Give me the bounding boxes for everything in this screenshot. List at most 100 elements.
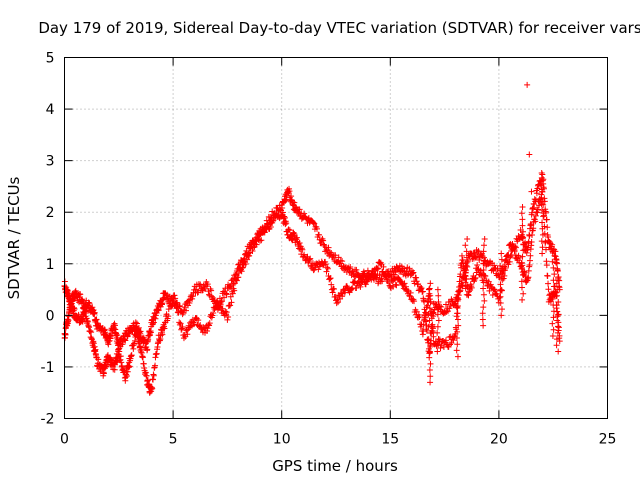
data-point bbox=[497, 262, 504, 269]
data-point bbox=[263, 224, 270, 231]
data-point bbox=[137, 328, 144, 335]
data-point bbox=[113, 358, 120, 365]
data-point bbox=[128, 352, 135, 359]
data-point bbox=[480, 291, 487, 298]
data-point bbox=[453, 335, 460, 342]
data-point bbox=[313, 225, 320, 232]
data-point bbox=[442, 337, 449, 344]
data-point bbox=[333, 300, 340, 307]
data-point bbox=[486, 287, 493, 294]
data-point bbox=[538, 200, 545, 207]
data-point bbox=[420, 328, 427, 335]
data-point bbox=[413, 278, 420, 285]
data-point bbox=[227, 302, 234, 309]
data-point bbox=[377, 260, 384, 267]
data-point bbox=[374, 266, 381, 273]
data-point bbox=[392, 269, 399, 276]
data-point bbox=[258, 237, 265, 244]
data-point bbox=[410, 269, 417, 276]
data-point bbox=[518, 210, 525, 217]
data-point bbox=[347, 263, 354, 270]
data-point bbox=[101, 326, 108, 333]
data-point bbox=[197, 322, 204, 329]
data-point bbox=[225, 302, 232, 309]
data-point bbox=[216, 304, 223, 311]
data-point bbox=[505, 251, 512, 258]
data-point bbox=[554, 329, 561, 336]
data-point bbox=[516, 254, 523, 261]
data-point bbox=[453, 347, 460, 354]
data-point bbox=[434, 348, 441, 355]
data-point bbox=[543, 246, 550, 253]
data-point bbox=[393, 282, 400, 289]
data-point bbox=[204, 327, 211, 334]
data-point bbox=[435, 342, 442, 349]
data-point bbox=[139, 354, 146, 361]
data-point bbox=[470, 278, 477, 285]
data-point bbox=[150, 376, 157, 383]
data-point bbox=[413, 274, 420, 281]
data-point bbox=[454, 353, 461, 360]
data-point bbox=[443, 308, 450, 315]
data-point bbox=[179, 311, 186, 318]
data-point bbox=[480, 260, 487, 267]
data-point bbox=[217, 301, 224, 308]
data-point bbox=[475, 248, 482, 255]
data-point bbox=[236, 264, 243, 271]
data-point bbox=[89, 304, 96, 311]
data-point bbox=[538, 238, 545, 245]
data-point bbox=[315, 266, 322, 273]
data-point bbox=[189, 295, 196, 302]
data-point bbox=[231, 280, 238, 287]
data-point bbox=[382, 270, 389, 277]
data-point bbox=[166, 302, 173, 309]
data-point bbox=[550, 302, 557, 309]
data-point bbox=[498, 250, 505, 257]
data-point bbox=[247, 245, 254, 252]
data-point bbox=[498, 306, 505, 313]
data-point bbox=[534, 185, 541, 192]
data-point bbox=[211, 305, 218, 312]
data-point bbox=[306, 256, 313, 263]
data-point bbox=[213, 299, 220, 306]
data-point bbox=[454, 303, 461, 310]
data-point bbox=[376, 272, 383, 279]
data-point bbox=[543, 216, 550, 223]
data-point bbox=[481, 254, 488, 261]
data-point bbox=[427, 329, 434, 336]
data-point bbox=[171, 292, 178, 299]
data-point bbox=[219, 305, 226, 312]
data-point bbox=[432, 301, 439, 308]
data-point bbox=[267, 214, 274, 221]
data-point bbox=[323, 268, 330, 275]
data-point bbox=[235, 261, 242, 268]
data-point bbox=[462, 285, 469, 292]
data-point bbox=[320, 262, 327, 269]
data-point bbox=[172, 295, 179, 302]
data-point bbox=[462, 260, 469, 267]
y-tick-label: -2 bbox=[41, 412, 55, 428]
data-point bbox=[147, 329, 154, 336]
data-point bbox=[229, 290, 236, 297]
data-point bbox=[195, 317, 202, 324]
data-point bbox=[481, 236, 488, 243]
data-point bbox=[291, 199, 298, 206]
data-point bbox=[253, 241, 260, 248]
data-point bbox=[526, 151, 533, 158]
data-point bbox=[502, 265, 509, 272]
data-point bbox=[549, 241, 556, 248]
data-point bbox=[447, 302, 454, 309]
data-point bbox=[554, 311, 561, 318]
data-point bbox=[532, 218, 539, 225]
data-point bbox=[550, 277, 557, 284]
y-tick-label: 1 bbox=[46, 257, 55, 273]
data-point bbox=[474, 249, 481, 256]
data-point bbox=[286, 227, 293, 234]
data-point bbox=[173, 305, 180, 312]
data-point bbox=[463, 276, 470, 283]
data-point bbox=[472, 274, 479, 281]
data-point bbox=[155, 307, 162, 314]
data-point bbox=[124, 368, 131, 375]
data-point bbox=[419, 288, 426, 295]
data-point bbox=[553, 280, 560, 287]
